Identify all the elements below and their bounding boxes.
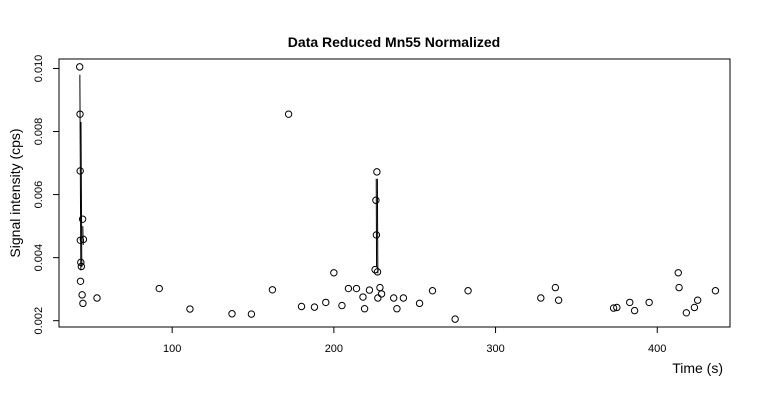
x-tick-label: 200 bbox=[325, 343, 343, 355]
x-tick-label: 400 bbox=[648, 343, 666, 355]
data-point bbox=[554, 296, 563, 304]
data-point bbox=[373, 168, 381, 176]
data-point bbox=[79, 235, 88, 244]
data-point bbox=[76, 167, 84, 175]
data-point bbox=[693, 296, 702, 304]
x-tick-label: 100 bbox=[163, 343, 181, 355]
data-point bbox=[228, 310, 236, 318]
data-point bbox=[393, 305, 401, 313]
data-point bbox=[674, 269, 682, 277]
data-point bbox=[376, 283, 384, 292]
data-point bbox=[322, 298, 330, 307]
x-axis: 100 200 300 400 bbox=[163, 327, 666, 355]
data-point bbox=[77, 258, 85, 267]
data-point bbox=[93, 294, 101, 302]
data-point bbox=[551, 283, 560, 292]
x-axis-label: Time (s) bbox=[672, 360, 723, 376]
data-point bbox=[690, 303, 699, 312]
data-point bbox=[186, 305, 194, 313]
data-point bbox=[330, 269, 338, 277]
data-point bbox=[372, 196, 380, 204]
trace-segments bbox=[79, 74, 379, 274]
data-points bbox=[75, 63, 720, 323]
y-tick-label: 0.002 bbox=[33, 307, 45, 335]
data-point bbox=[613, 303, 621, 312]
data-point bbox=[609, 304, 618, 312]
data-point bbox=[389, 294, 398, 302]
data-point bbox=[77, 262, 86, 271]
data-point bbox=[415, 299, 424, 308]
data-point bbox=[451, 315, 459, 323]
data-point bbox=[284, 110, 293, 118]
data-point bbox=[365, 286, 374, 294]
data-point bbox=[372, 231, 381, 239]
y-tick-label: 0.004 bbox=[33, 244, 45, 272]
data-point bbox=[344, 284, 353, 293]
data-point bbox=[78, 215, 87, 223]
data-point bbox=[79, 299, 87, 308]
y-tick-label: 0.008 bbox=[33, 118, 45, 146]
data-point bbox=[374, 294, 382, 302]
y-tick-label: 0.010 bbox=[33, 55, 45, 83]
data-point bbox=[645, 298, 653, 307]
data-point bbox=[155, 284, 163, 293]
data-point bbox=[247, 310, 256, 318]
data-point bbox=[373, 268, 382, 276]
data-point bbox=[310, 303, 319, 311]
data-point bbox=[626, 298, 634, 307]
data-point bbox=[711, 287, 720, 295]
y-axis-label: Signal intensity (cps) bbox=[7, 128, 23, 257]
data-point bbox=[682, 309, 691, 317]
chart-title: Data Reduced Mn55 Normalized bbox=[288, 34, 500, 50]
data-point bbox=[537, 294, 545, 302]
x-tick-label: 300 bbox=[486, 343, 504, 355]
data-point bbox=[297, 302, 306, 311]
data-point bbox=[76, 277, 85, 285]
data-point bbox=[464, 287, 472, 295]
data-point bbox=[352, 284, 361, 293]
y-axis: 0.002 0.004 0.006 0.008 0.010 bbox=[33, 55, 59, 335]
data-point bbox=[359, 293, 367, 301]
plot-frame bbox=[58, 58, 731, 328]
data-point bbox=[76, 236, 85, 244]
y-tick-label: 0.006 bbox=[33, 181, 45, 209]
data-point bbox=[78, 291, 86, 299]
data-point bbox=[338, 301, 346, 310]
data-point bbox=[630, 306, 639, 315]
data-point bbox=[75, 63, 84, 71]
data-point bbox=[675, 283, 683, 292]
data-point bbox=[428, 287, 437, 295]
data-point bbox=[268, 286, 277, 294]
data-point bbox=[76, 110, 84, 118]
data-point bbox=[399, 294, 408, 302]
data-point bbox=[371, 265, 379, 274]
data-point bbox=[360, 305, 369, 313]
data-point bbox=[377, 290, 386, 298]
